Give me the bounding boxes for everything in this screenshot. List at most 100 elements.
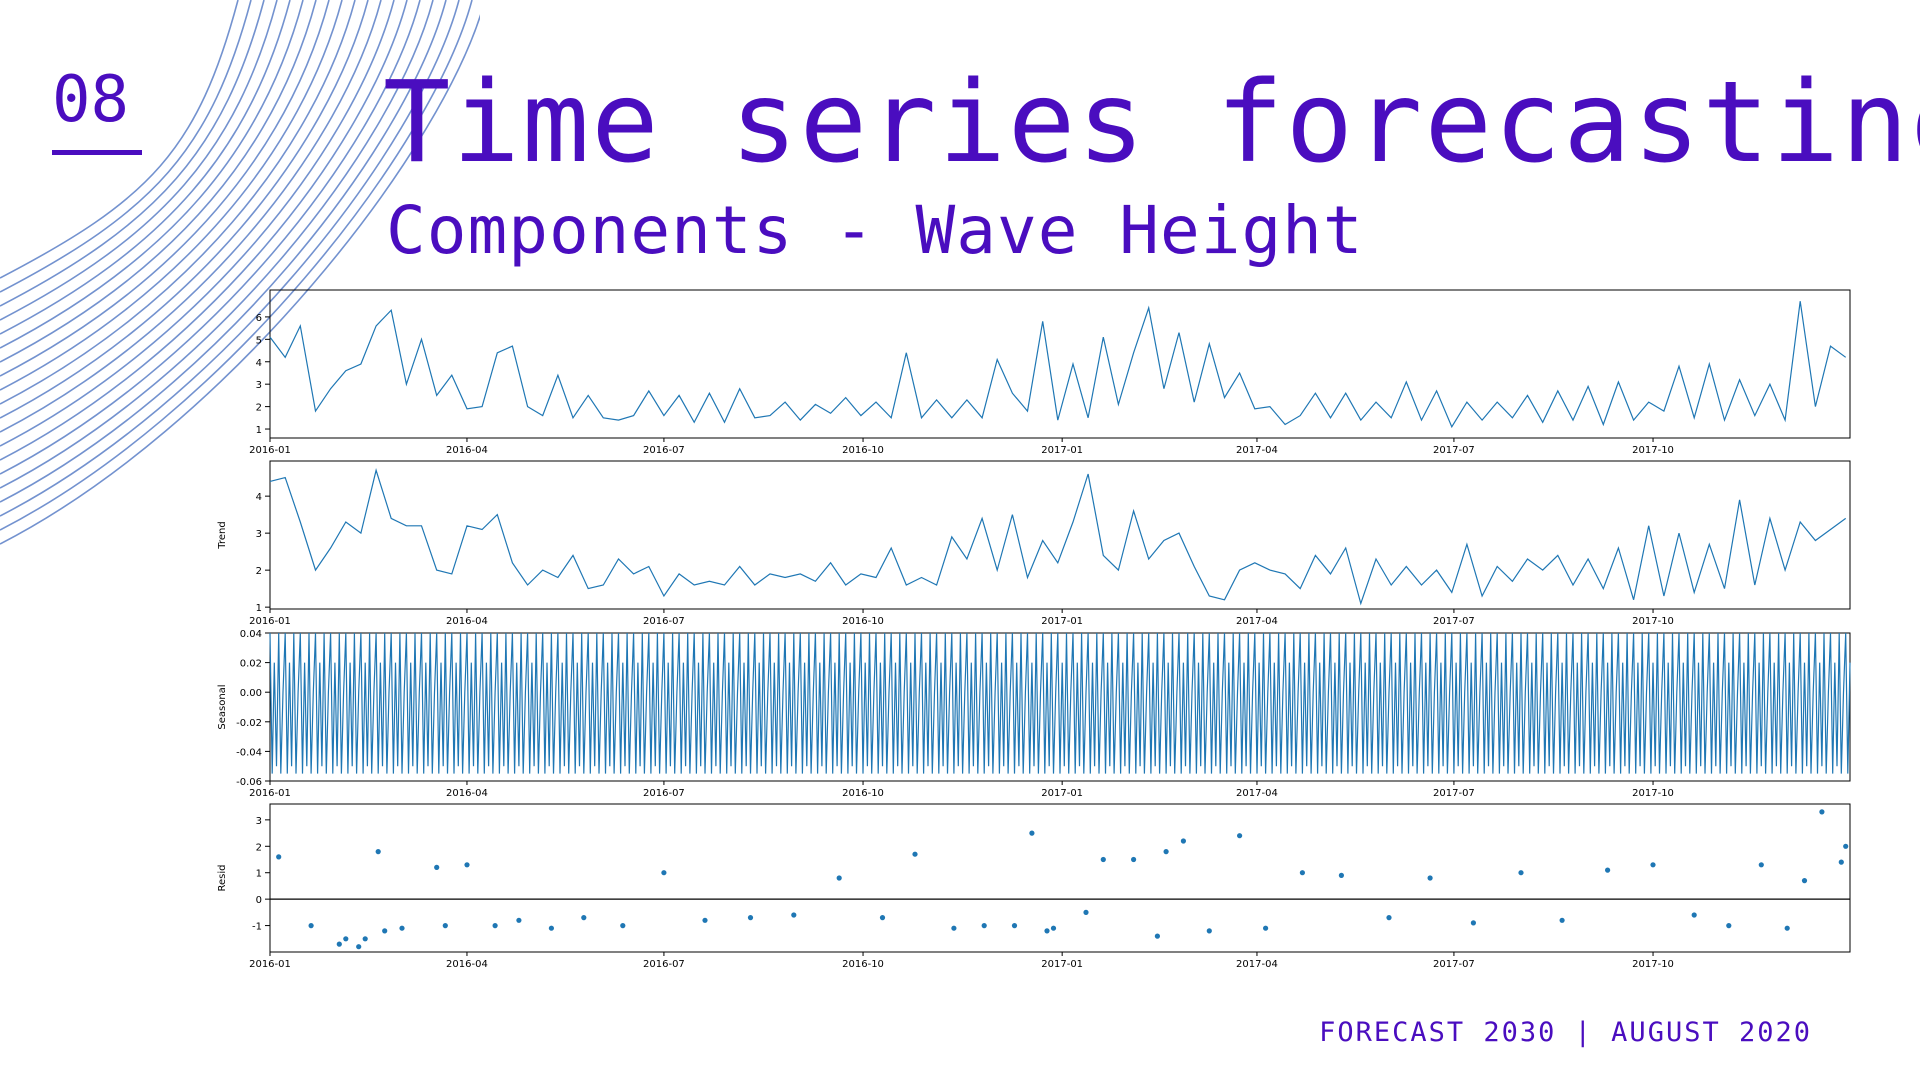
resid-point <box>1691 912 1697 918</box>
y-tick-label: 3 <box>256 380 262 391</box>
resid-point <box>434 864 440 871</box>
resid-point <box>308 923 314 929</box>
resid-point <box>1180 838 1186 844</box>
decorative-curve <box>0 0 356 405</box>
resid-point <box>620 923 626 929</box>
x-tick-label: 2017-07 <box>1433 616 1475 627</box>
resid-point <box>1263 925 1269 931</box>
x-tick-label: 2017-01 <box>1041 959 1083 970</box>
resid-point <box>581 915 587 921</box>
decorative-curve <box>0 0 265 307</box>
x-tick-label: 2016-01 <box>249 616 291 627</box>
x-tick-label: 2016-10 <box>842 959 884 970</box>
x-tick-label: 2016-04 <box>446 616 488 627</box>
resid-point <box>1801 878 1808 884</box>
resid-point <box>1784 925 1790 931</box>
y-tick-label: 4 <box>256 492 262 503</box>
resid-point <box>1386 915 1392 921</box>
decorative-curve <box>0 0 278 321</box>
x-tick-label: 2017-04 <box>1236 959 1278 970</box>
decorative-curve <box>0 0 239 279</box>
plot-frame <box>269 460 1851 610</box>
resid-point <box>548 925 555 931</box>
y-tick-label: -0.06 <box>236 777 262 788</box>
resid-point <box>791 912 797 918</box>
y-tick-label: 0 <box>256 895 262 906</box>
y-tick-label: 1 <box>256 869 262 880</box>
resid-point <box>382 928 388 934</box>
slide-subtitle: Components - Wave Height <box>386 192 1364 269</box>
resid-point <box>1518 870 1524 876</box>
resid-point <box>336 941 342 947</box>
resid-point <box>442 923 448 929</box>
x-tick-label: 2016-10 <box>842 788 884 799</box>
decorative-curve <box>0 0 421 475</box>
y-tick-label: 0.02 <box>240 659 262 670</box>
resid-point <box>276 854 282 860</box>
y-tick-label: 3 <box>256 529 262 540</box>
y-tick-label: 6 <box>256 313 262 324</box>
plot-frame <box>269 803 1851 953</box>
y-tick-label: 2 <box>256 566 262 577</box>
resid-point <box>836 875 842 881</box>
resid-point <box>912 851 918 857</box>
resid-point <box>1726 923 1732 929</box>
resid-point <box>1470 920 1476 926</box>
resid-point <box>1011 923 1018 929</box>
plot-frame <box>269 289 1851 439</box>
decorative-curve <box>0 0 291 335</box>
resid-point <box>1299 870 1305 876</box>
x-tick-label: 2017-04 <box>1236 788 1278 799</box>
slide-number-underline <box>52 150 142 155</box>
x-tick-label: 2017-04 <box>1236 445 1278 456</box>
resid-point <box>1050 925 1057 931</box>
decorative-curves <box>0 0 480 545</box>
resid-point <box>1029 830 1035 836</box>
series-line-seasonal <box>269 632 1851 774</box>
slide-title: Time series forecasting <box>383 58 1920 188</box>
resid-point <box>464 862 470 868</box>
x-tick-label: 2017-01 <box>1041 445 1083 456</box>
resid-point <box>356 944 362 950</box>
slide-number: 08 <box>52 63 130 137</box>
chart-panel-resid: -1 0 1 2 3 2016-01 2016-04 2016-07 2016-10 2017-0… <box>217 803 1851 970</box>
resid-point <box>1206 928 1212 934</box>
resid-point <box>951 925 957 931</box>
chart-panel-seasonal: -0.06 -0.04 -0.02 0.00 0.02 0.04 2016-01 2016-0… <box>217 629 1851 799</box>
resid-point <box>1131 856 1137 863</box>
decorative-curve <box>0 0 382 433</box>
resid-point <box>661 870 667 876</box>
decorative-curve <box>0 13 480 545</box>
decorative-curve <box>0 0 395 447</box>
x-tick-label: 2016-04 <box>446 788 488 799</box>
resid-point <box>747 915 754 921</box>
x-tick-label: 2016-04 <box>446 959 488 970</box>
decorative-curve <box>0 0 434 489</box>
x-tick-label: 2016-07 <box>643 788 685 799</box>
y-tick-label: 5 <box>256 335 262 346</box>
series-line-observed <box>269 301 1847 429</box>
resid-point <box>879 915 886 921</box>
resid-point <box>1843 843 1849 849</box>
resid-point <box>375 849 381 855</box>
x-tick-label: 2016-01 <box>249 445 291 456</box>
resid-point <box>343 936 349 942</box>
y-axis-label: Seasonal <box>217 684 228 729</box>
decorative-curve <box>0 0 408 461</box>
x-tick-label: 2016-04 <box>446 445 488 456</box>
x-tick-label: 2017-07 <box>1433 788 1475 799</box>
y-tick-label: 0.00 <box>240 688 262 699</box>
series-line-trend <box>269 468 1847 606</box>
y-tick-label: -0.04 <box>236 747 262 758</box>
y-tick-label: 0.04 <box>240 629 262 640</box>
x-tick-label: 2016-10 <box>842 445 884 456</box>
chart-panel-trend: 1 2 3 4 2016-01 2016-04 2016-07 2016-10 2017-01 2… <box>217 460 1851 627</box>
decorative-curve <box>0 0 330 377</box>
resid-point <box>1838 859 1844 865</box>
x-tick-label: 2017-07 <box>1433 445 1475 456</box>
x-tick-label: 2017-10 <box>1632 616 1674 627</box>
x-tick-label: 2017-10 <box>1632 445 1674 456</box>
resid-point <box>702 917 708 923</box>
resid-point <box>1163 849 1169 855</box>
